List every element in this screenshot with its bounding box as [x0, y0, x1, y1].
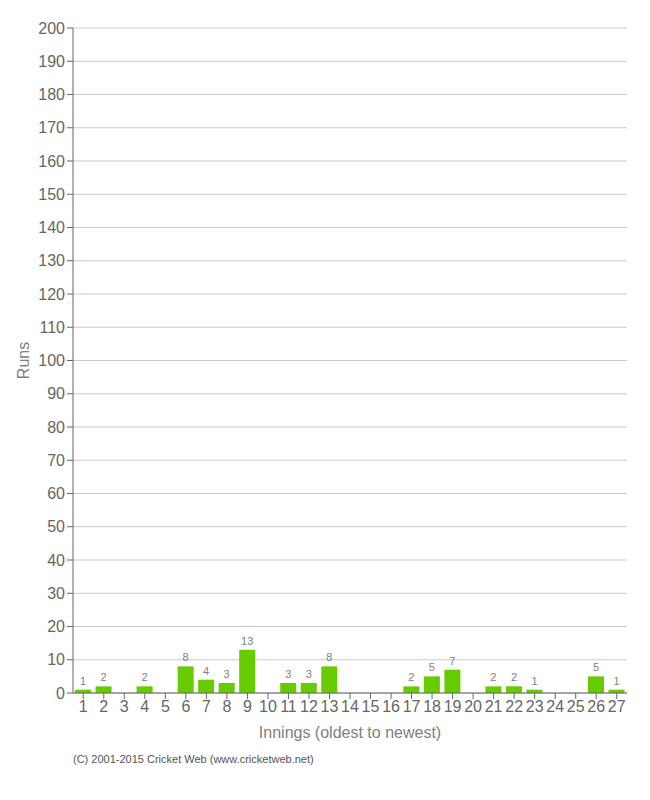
svg-text:130: 130 [38, 252, 65, 269]
html-text:(C) 2001-2015 Cricket Web (www: (C) 2001-2015 Cricket Web (www.cricketwe… [73, 753, 314, 765]
svg-text:11: 11 [280, 698, 297, 715]
svg-text:190: 190 [38, 53, 65, 70]
svg-text:0: 0 [56, 685, 65, 702]
svg-text:150: 150 [38, 186, 65, 203]
svg-text:3: 3 [306, 668, 312, 680]
svg-text:70: 70 [47, 452, 65, 469]
svg-text:3: 3 [120, 698, 129, 715]
svg-text:140: 140 [38, 219, 65, 236]
svg-text:26: 26 [587, 698, 605, 715]
svg-text:90: 90 [47, 385, 65, 402]
svg-text:23: 23 [526, 698, 544, 715]
svg-text:2: 2 [490, 671, 496, 683]
svg-text:200: 200 [38, 20, 65, 37]
svg-text:8: 8 [183, 651, 189, 663]
svg-text:120: 120 [38, 286, 65, 303]
svg-text:60: 60 [47, 485, 65, 502]
svg-text:1: 1 [531, 675, 537, 687]
svg-text:27: 27 [608, 698, 626, 715]
svg-text:2: 2 [408, 671, 414, 683]
svg-text:22: 22 [505, 698, 523, 715]
svg-text:5: 5 [593, 661, 599, 673]
svg-text:7: 7 [202, 698, 211, 715]
svg-text:24: 24 [546, 698, 564, 715]
svg-text:17: 17 [403, 698, 421, 715]
svg-text:20: 20 [464, 698, 482, 715]
svg-text:14: 14 [341, 698, 359, 715]
svg-text:180: 180 [38, 86, 65, 103]
svg-text:5: 5 [161, 698, 170, 715]
svg-text:7: 7 [449, 655, 455, 667]
svg-text:5: 5 [429, 661, 435, 673]
svg-text:1: 1 [613, 675, 619, 687]
svg-text:2: 2 [99, 698, 108, 715]
svg-text:2: 2 [142, 671, 148, 683]
svg-text:30: 30 [47, 585, 65, 602]
svg-text:10: 10 [259, 698, 277, 715]
svg-text:19: 19 [444, 698, 462, 715]
svg-text:110: 110 [39, 319, 65, 336]
svg-text:21: 21 [485, 698, 503, 715]
svg-text:13: 13 [321, 698, 339, 715]
svg-text:8: 8 [326, 651, 332, 663]
svg-text:16: 16 [382, 698, 400, 715]
svg-text:13: 13 [241, 635, 253, 647]
svg-text:8: 8 [222, 698, 231, 715]
svg-text:3: 3 [285, 668, 291, 680]
svg-text:6: 6 [181, 698, 190, 715]
svg-text:4: 4 [140, 698, 149, 715]
svg-text:100: 100 [38, 352, 65, 369]
svg-text:Innings (oldest to newest): Innings (oldest to newest) [259, 724, 441, 741]
svg-text:25: 25 [567, 698, 585, 715]
svg-text:12: 12 [300, 698, 318, 715]
svg-text:10: 10 [47, 651, 65, 668]
svg-text:20: 20 [47, 618, 65, 635]
svg-text:4: 4 [203, 665, 209, 677]
svg-text:9: 9 [243, 698, 252, 715]
svg-text:170: 170 [38, 119, 65, 136]
svg-text:80: 80 [47, 419, 65, 436]
svg-text:Runs: Runs [15, 342, 32, 379]
svg-text:40: 40 [47, 552, 65, 569]
svg-text:15: 15 [362, 698, 380, 715]
svg-text:3: 3 [224, 668, 230, 680]
svg-text:160: 160 [38, 153, 65, 170]
svg-text:2: 2 [511, 671, 517, 683]
svg-text:18: 18 [423, 698, 441, 715]
svg-text:50: 50 [47, 518, 65, 535]
svg-text:1: 1 [79, 698, 88, 715]
svg-text:1: 1 [80, 675, 86, 687]
svg-text:2: 2 [101, 671, 107, 683]
